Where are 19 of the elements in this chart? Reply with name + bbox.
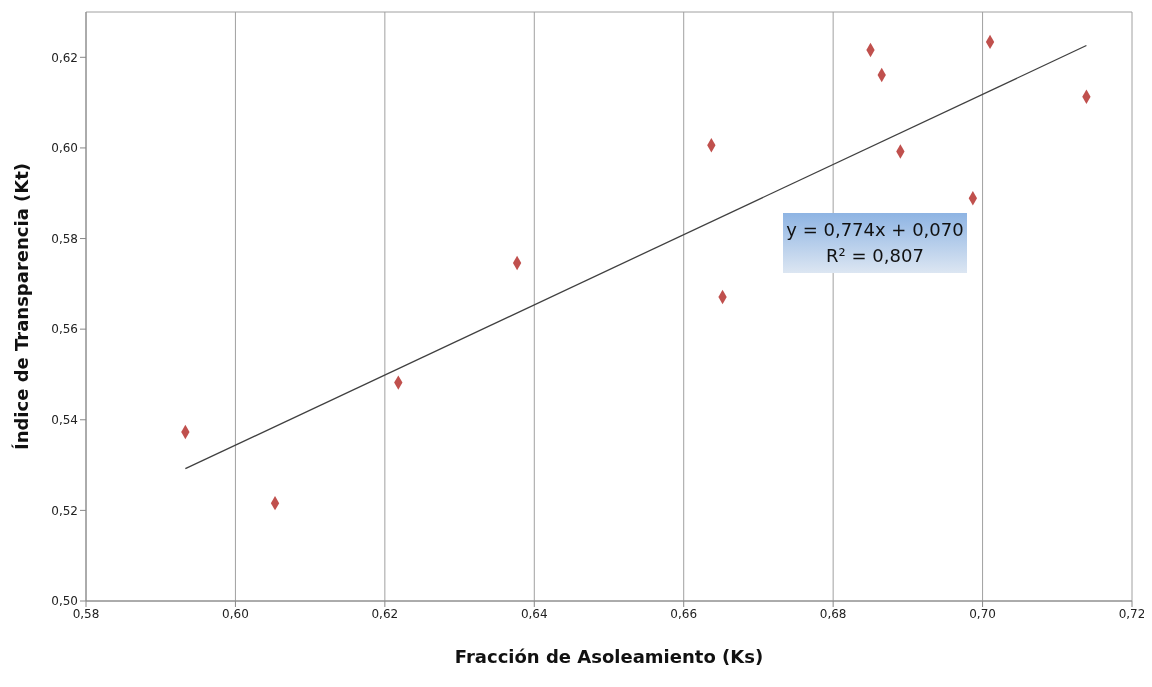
x-tick-label: 0,70 [969,606,996,621]
x-axis-title: Fracción de Asoleamiento (Ks) [454,646,764,667]
x-tick-label: 0,62 [371,606,399,621]
y-tick-label: 0,60 [51,141,78,156]
annotation: R² = 0,807 [825,244,925,268]
x-tick-label: 0,72 [1118,606,1146,621]
x-tick-label: 0,68 [819,606,847,621]
x-tick-label: 0,66 [670,606,698,621]
y-tick-label: 0,56 [51,322,78,337]
y-tick-label: 0,54 [51,413,78,428]
y-tick-label: 0,52 [51,503,78,518]
x-tick-label: 0,64 [520,606,548,621]
y-axis-title: Índice de Transparencia (Kt) [11,162,33,451]
x-tick-label: 0,60 [222,606,249,621]
x-tick-label: 0,58 [72,606,100,621]
y-tick-label: 0,58 [51,231,78,246]
y-tick-label: 0,50 [51,594,78,609]
annotation: y = 0,774x + 0,070 [785,218,965,242]
y-tick-label: 0,62 [51,50,78,65]
